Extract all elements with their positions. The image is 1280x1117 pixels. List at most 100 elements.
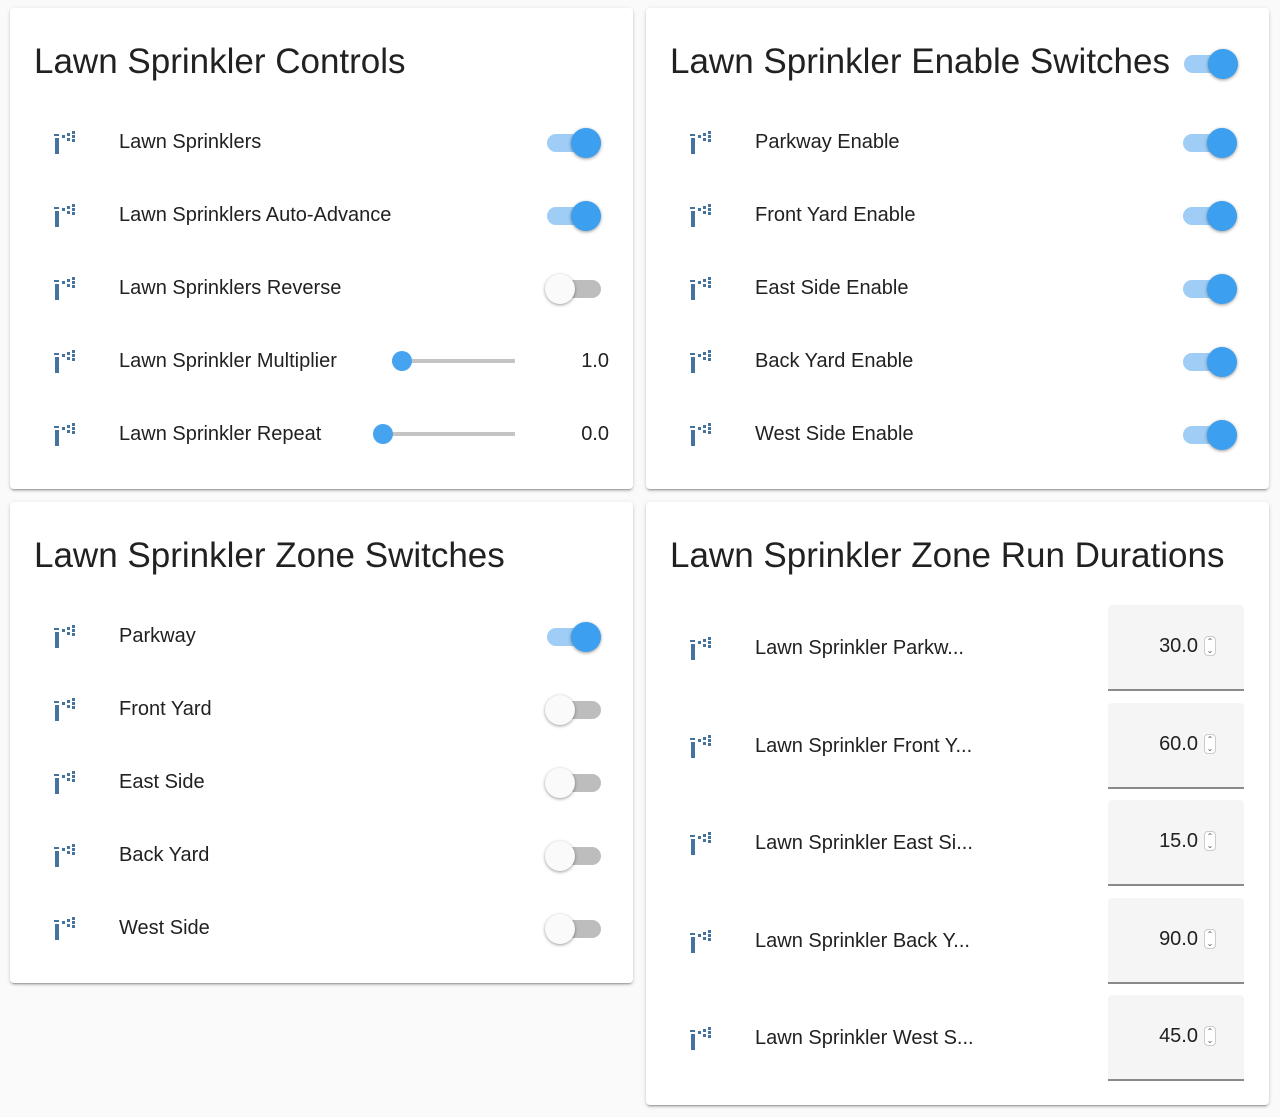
spinner-arrows-icon[interactable]: ⌃ ⌄ [1204, 636, 1216, 656]
toggle-switch[interactable] [545, 764, 603, 800]
entity-row: East Side Enable [646, 268, 1269, 308]
entity-label: Lawn Sprinklers Auto-Advance [119, 204, 392, 226]
card-title: Lawn Sprinkler Controls [34, 42, 406, 81]
entity-label: West Side Enable [755, 423, 914, 445]
controls-card: Lawn Sprinkler Controls Lawn Sprinklers L… [10, 8, 633, 489]
toggle-switch[interactable] [545, 197, 603, 233]
duration-value: 90.0 [1159, 927, 1198, 950]
card-title: Lawn Sprinkler Enable Switches [670, 42, 1170, 81]
entity-label: Lawn Sprinkler East Si... [755, 832, 973, 854]
entity-label: East Side [119, 771, 205, 793]
sprinkler-icon [52, 203, 78, 229]
entity-label: Front Yard [119, 698, 212, 720]
sprinkler-icon [52, 130, 78, 156]
durations-card: Lawn Sprinkler Zone Run Durations Lawn S… [646, 502, 1269, 1105]
entity-row: Lawn Sprinklers Reverse [10, 268, 633, 308]
duration-input[interactable]: 90.0 ⌃ ⌄ [1108, 897, 1244, 984]
toggle-switch[interactable] [1181, 343, 1239, 379]
sprinkler-icon [688, 349, 714, 375]
toggle-switch[interactable] [545, 270, 603, 306]
spinner-arrows-icon[interactable]: ⌃ ⌄ [1204, 1026, 1216, 1046]
sprinkler-icon [688, 130, 714, 156]
entity-row: Back Yard Enable [646, 341, 1269, 381]
duration-value: 30.0 [1159, 635, 1198, 657]
entity-label: Lawn Sprinkler Multiplier [119, 350, 337, 372]
spinner-arrows-icon[interactable]: ⌃ ⌄ [1204, 831, 1216, 851]
entity-row: Front Yard Enable [646, 195, 1269, 235]
zones-card: Lawn Sprinkler Zone Switches Parkway Fron… [10, 502, 633, 983]
sprinkler-icon [688, 636, 714, 662]
sprinkler-icon [688, 929, 714, 955]
toggle-switch[interactable] [1181, 416, 1239, 452]
entity-row: West Side Enable [646, 414, 1269, 454]
entity-label: Lawn Sprinkler Parkw... [755, 637, 964, 659]
spinner-arrows-icon[interactable]: ⌃ ⌄ [1204, 928, 1216, 949]
entity-label: Front Yard Enable [755, 204, 916, 226]
entity-row: Lawn Sprinkler Repeat 0.0 [10, 414, 633, 454]
slider-thumb[interactable] [392, 351, 412, 371]
toggle-switch[interactable] [545, 691, 603, 727]
entity-label: Back Yard [119, 844, 210, 866]
entity-label: West Side [119, 917, 210, 939]
duration-value: 60.0 [1159, 732, 1198, 755]
entity-row: Lawn Sprinkler East Si... [646, 823, 1269, 863]
entity-label: Lawn Sprinkler Front Y... [755, 734, 973, 757]
entity-row: Lawn Sprinkler West S... [646, 1018, 1269, 1058]
enable-card: Lawn Sprinkler Enable Switches Parkway E… [646, 8, 1269, 489]
sprinkler-icon [688, 203, 714, 229]
entity-row: Lawn Sprinkler Front Y... [646, 726, 1269, 766]
entity-row: Front Yard [10, 689, 633, 729]
entity-label: Lawn Sprinklers [119, 131, 262, 153]
entity-label: Lawn Sprinkler West S... [755, 1027, 974, 1049]
toggle-switch[interactable] [1181, 270, 1239, 306]
sprinkler-icon [52, 697, 78, 723]
sprinkler-icon [688, 1026, 714, 1052]
entity-row: Back Yard [10, 835, 633, 875]
sprinkler-icon [52, 276, 78, 302]
entity-row: Parkway [10, 616, 633, 656]
entity-label: Parkway Enable [755, 131, 900, 153]
slider-value: 1.0 [581, 350, 609, 372]
sprinkler-icon [52, 624, 78, 650]
duration-input[interactable]: 60.0 ⌃ ⌄ [1108, 702, 1244, 789]
entity-row: Lawn Sprinklers Auto-Advance [10, 195, 633, 235]
duration-value: 45.0 [1159, 1025, 1198, 1047]
toggle-switch[interactable] [545, 618, 603, 654]
duration-input[interactable]: 15.0 ⌃ ⌄ [1108, 800, 1244, 886]
spinner-arrows-icon[interactable]: ⌃ ⌄ [1204, 733, 1216, 754]
entity-row: Lawn Sprinkler Multiplier 1.0 [10, 341, 633, 381]
entity-row: Parkway Enable [646, 122, 1269, 162]
entity-row: West Side [10, 908, 633, 948]
slider-thumb[interactable] [373, 424, 393, 444]
card-title: Lawn Sprinkler Zone Run Durations [670, 536, 1225, 575]
sprinkler-icon [688, 831, 714, 857]
sprinkler-icon [52, 770, 78, 796]
entity-row: East Side [10, 762, 633, 802]
enable-all-toggle[interactable] [1182, 45, 1240, 81]
sprinkler-icon [52, 843, 78, 869]
entity-row: Lawn Sprinklers [10, 122, 633, 162]
entity-label: East Side Enable [755, 277, 909, 299]
slider[interactable] [392, 351, 515, 371]
toggle-switch[interactable] [545, 837, 603, 873]
slider[interactable] [373, 424, 515, 444]
card-title: Lawn Sprinkler Zone Switches [34, 536, 505, 575]
sprinkler-icon [52, 916, 78, 942]
sprinkler-icon [688, 276, 714, 302]
duration-input[interactable]: 30.0 ⌃ ⌄ [1108, 605, 1244, 691]
toggle-switch[interactable] [1181, 124, 1239, 160]
sprinkler-icon [688, 422, 714, 448]
sprinkler-icon [52, 349, 78, 375]
duration-input[interactable]: 45.0 ⌃ ⌄ [1108, 995, 1244, 1081]
entity-label: Parkway [119, 625, 196, 647]
toggle-switch[interactable] [1181, 197, 1239, 233]
sprinkler-icon [52, 422, 78, 448]
entity-row: Lawn Sprinkler Parkw... [646, 628, 1269, 668]
duration-value: 15.0 [1159, 830, 1198, 852]
toggle-switch[interactable] [545, 124, 603, 160]
entity-row: Lawn Sprinkler Back Y... [646, 921, 1269, 961]
entity-label: Lawn Sprinkler Back Y... [755, 929, 970, 952]
entity-label: Lawn Sprinklers Reverse [119, 277, 342, 299]
slider-value: 0.0 [581, 423, 609, 445]
toggle-switch[interactable] [545, 910, 603, 946]
